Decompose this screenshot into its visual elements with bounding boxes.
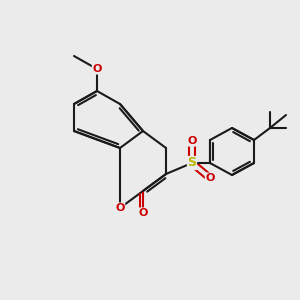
Text: O: O xyxy=(205,173,215,183)
Text: O: O xyxy=(187,136,197,146)
Text: O: O xyxy=(138,208,148,218)
Text: S: S xyxy=(188,157,196,169)
Text: O: O xyxy=(115,203,125,213)
Text: O: O xyxy=(92,64,102,74)
